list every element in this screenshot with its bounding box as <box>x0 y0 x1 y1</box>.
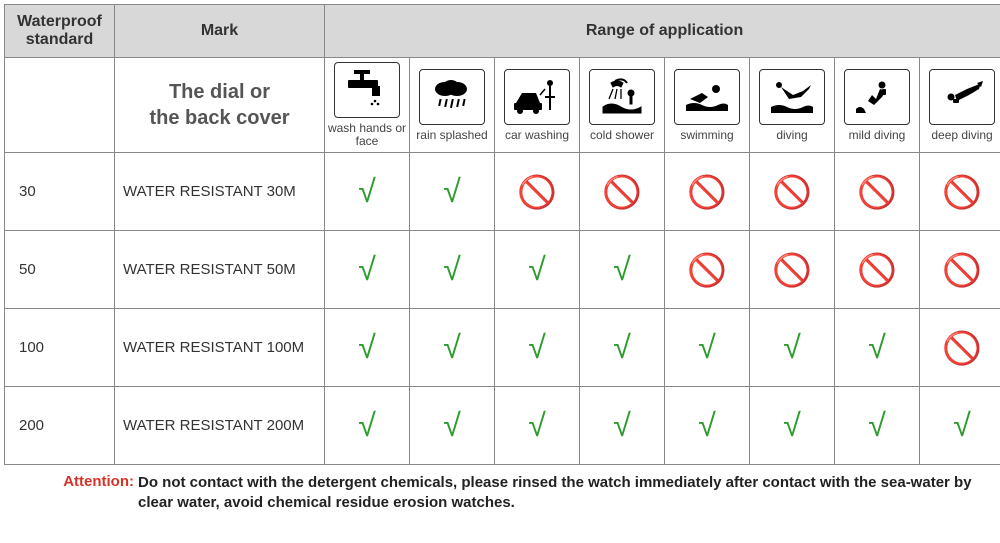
check-icon: √ <box>325 387 410 465</box>
shower-icon <box>589 69 655 125</box>
prohibit-icon: 🚫 <box>665 231 750 309</box>
app-shower: cold shower <box>580 58 665 153</box>
header-row-1: Waterproof standard Mark Range of applic… <box>5 5 1000 58</box>
header-mark: Mark <box>115 5 325 58</box>
car-wash-icon <box>504 69 570 125</box>
check-icon: √ <box>835 309 920 387</box>
check-icon: √ <box>410 309 495 387</box>
app-mild-dive: mild diving <box>835 58 920 153</box>
check-icon: √ <box>495 387 580 465</box>
app-label: rain splashed <box>412 129 492 142</box>
prohibit-icon: 🚫 <box>920 153 1000 231</box>
prohibit-icon: 🚫 <box>835 153 920 231</box>
check-icon: √ <box>410 387 495 465</box>
check-icon: √ <box>495 309 580 387</box>
attention-label: Attention: <box>4 467 138 512</box>
prohibit-icon: 🚫 <box>920 231 1000 309</box>
app-label: swimming <box>667 129 747 142</box>
check-icon: √ <box>665 309 750 387</box>
mark-cell: WATER RESISTANT 30M <box>115 153 325 231</box>
app-deep-dive: deep diving <box>920 58 1000 153</box>
app-label: cold shower <box>582 129 662 142</box>
prohibit-icon: 🚫 <box>495 153 580 231</box>
table-row: 50WATER RESISTANT 50M√√√√🚫🚫🚫🚫 <box>5 231 1000 309</box>
app-swim: swimming <box>665 58 750 153</box>
mark-cell: WATER RESISTANT 200M <box>115 387 325 465</box>
attention-text: Do not contact with the detergent chemic… <box>138 467 996 512</box>
prohibit-icon: 🚫 <box>750 153 835 231</box>
waterproof-table: Waterproof standard Mark Range of applic… <box>4 4 1000 465</box>
app-label: deep diving <box>922 129 1000 142</box>
faucet-icon <box>334 62 400 118</box>
check-icon: √ <box>750 387 835 465</box>
diving-icon <box>759 69 825 125</box>
app-car: car washing <box>495 58 580 153</box>
check-icon: √ <box>325 309 410 387</box>
app-label: wash hands or face <box>327 122 407 148</box>
app-label: diving <box>752 129 832 142</box>
check-icon: √ <box>580 309 665 387</box>
mark-cell: WATER RESISTANT 100M <box>115 309 325 387</box>
check-icon: √ <box>325 231 410 309</box>
mild-diving-icon <box>844 69 910 125</box>
rain-cloud-icon <box>419 69 485 125</box>
prohibit-icon: 🚫 <box>665 153 750 231</box>
header-standard: Waterproof standard <box>5 5 115 58</box>
dial-text: The dial or the back cover <box>115 58 325 153</box>
prohibit-icon: 🚫 <box>580 153 665 231</box>
table-body: 30WATER RESISTANT 30M√√🚫🚫🚫🚫🚫🚫50WATER RES… <box>5 153 1000 465</box>
check-icon: √ <box>835 387 920 465</box>
app-label: mild diving <box>837 129 917 142</box>
check-icon: √ <box>410 231 495 309</box>
app-rain: rain splashed <box>410 58 495 153</box>
table-row: 200WATER RESISTANT 200M√√√√√√√√ <box>5 387 1000 465</box>
standard-cell: 30 <box>5 153 115 231</box>
check-icon: √ <box>410 153 495 231</box>
attention-block: Attention: Do not contact with the deter… <box>4 467 996 512</box>
deep-diving-icon <box>929 69 995 125</box>
prohibit-icon: 🚫 <box>750 231 835 309</box>
table-row: 100WATER RESISTANT 100M√√√√√√√🚫 <box>5 309 1000 387</box>
check-icon: √ <box>750 309 835 387</box>
standard-cell: 100 <box>5 309 115 387</box>
empty-cell <box>5 58 115 153</box>
header-row-2: The dial or the back cover wash hands or… <box>5 58 1000 153</box>
table-row: 30WATER RESISTANT 30M√√🚫🚫🚫🚫🚫🚫 <box>5 153 1000 231</box>
prohibit-icon: 🚫 <box>920 309 1000 387</box>
app-dive: diving <box>750 58 835 153</box>
mark-cell: WATER RESISTANT 50M <box>115 231 325 309</box>
check-icon: √ <box>665 387 750 465</box>
swimming-icon <box>674 69 740 125</box>
check-icon: √ <box>325 153 410 231</box>
check-icon: √ <box>580 387 665 465</box>
check-icon: √ <box>920 387 1000 465</box>
app-label: car washing <box>497 129 577 142</box>
standard-cell: 50 <box>5 231 115 309</box>
app-wash: wash hands or face <box>325 58 410 153</box>
prohibit-icon: 🚫 <box>835 231 920 309</box>
check-icon: √ <box>495 231 580 309</box>
header-range: Range of application <box>325 5 1000 58</box>
check-icon: √ <box>580 231 665 309</box>
standard-cell: 200 <box>5 387 115 465</box>
